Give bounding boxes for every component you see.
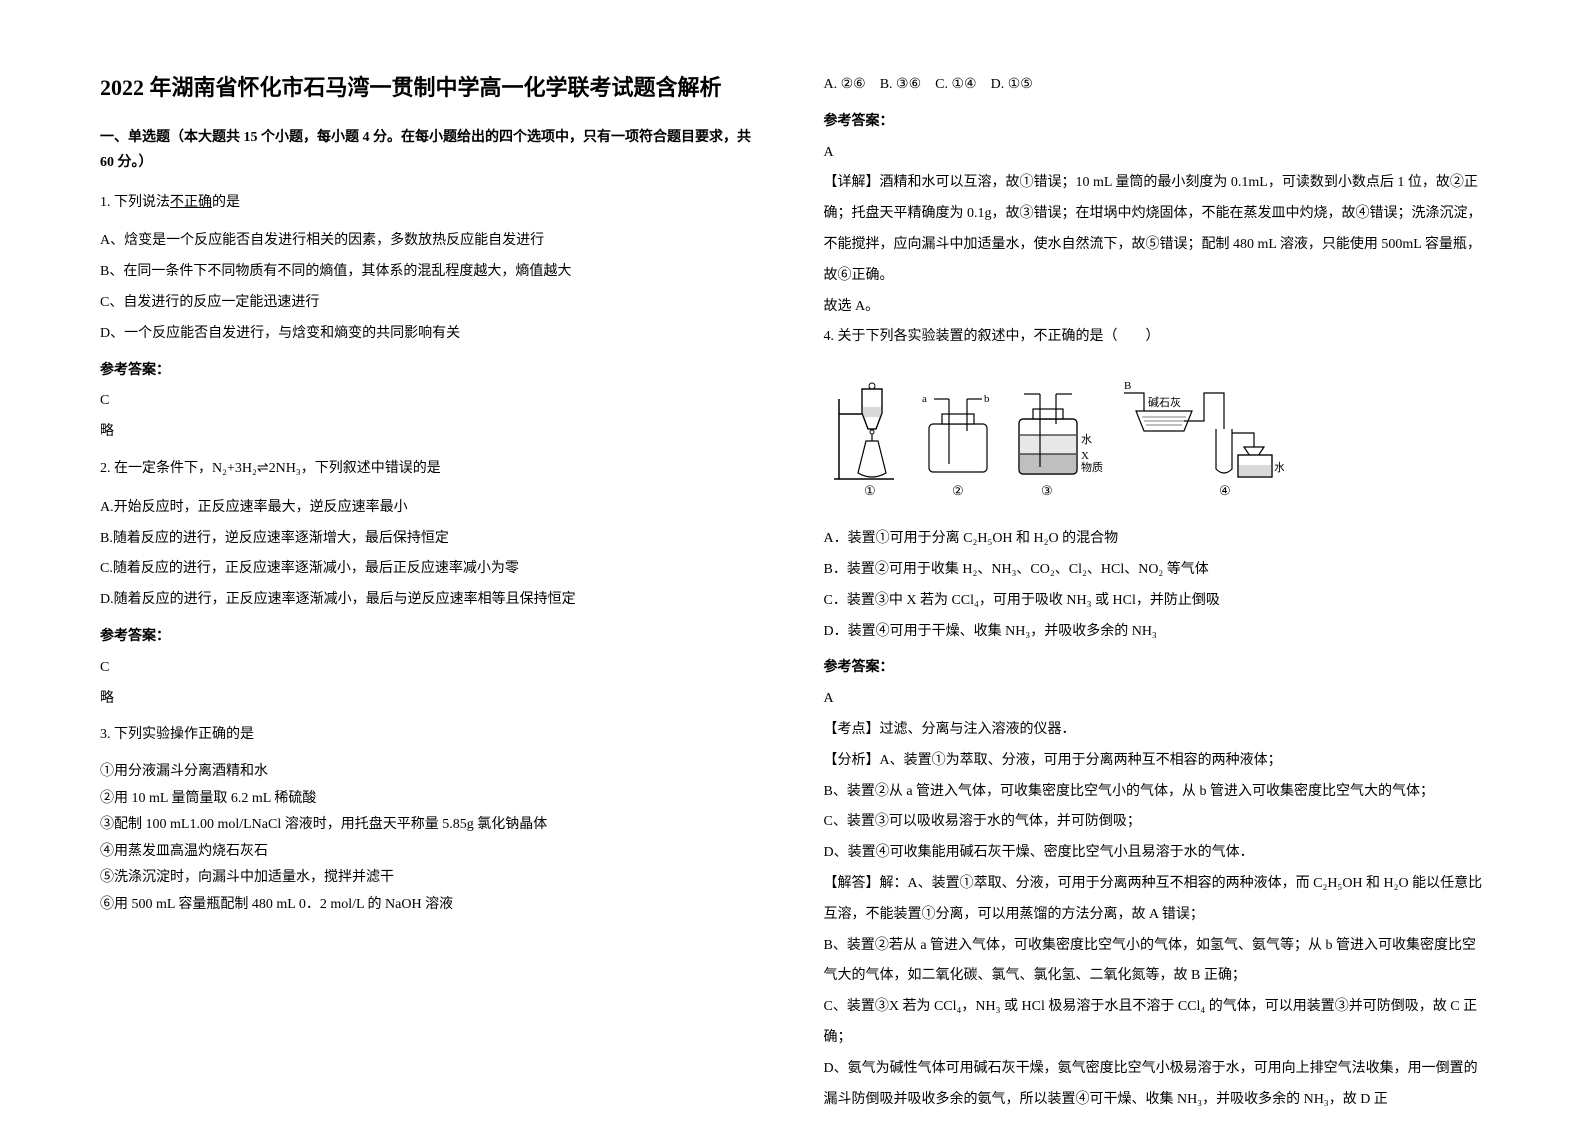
q4-answer-label: 参考答案： — [824, 653, 1488, 684]
q1-option-a: A、焓变是一个反应能否自发进行相关的因素，多数放热反应能自发进行 — [100, 226, 764, 257]
q3-item-1: ①用分液漏斗分离酒精和水 — [100, 759, 764, 786]
q3-answer-label: 参考答案： — [824, 107, 1488, 138]
q2-option-d: D.随着反应的进行，正反应速率逐渐减小，最后与逆反应速率相等且保持恒定 — [100, 585, 764, 616]
q1-option-c: C、自发进行的反应一定能迅速进行 — [100, 288, 764, 319]
left-column: 2022 年湖南省怀化市石马湾一贯制中学高一化学联考试题含解析 一、单选题（本大… — [100, 70, 764, 1092]
q4-kaodian: 【考点】过滤、分离与注入溶液的仪器． — [824, 715, 1488, 746]
q4-answer: A — [824, 684, 1488, 715]
label-b: b — [984, 393, 990, 405]
q4-option-c: C．装置③中 X 若为 CCl₄，可用于吸收 NH₃ 或 HCl，并防止倒吸 — [824, 586, 1488, 617]
label-B: B — [1124, 380, 1131, 392]
apparatus-4: B 碱石灰 水 — [1124, 380, 1284, 498]
q3-stem: 3. 下列实验操作正确的是 — [100, 720, 764, 751]
page-title: 2022 年湖南省怀化市石马湾一贯制中学高一化学联考试题含解析 — [100, 70, 764, 105]
label-num4: ④ — [1219, 483, 1231, 498]
q2-brief: 略 — [100, 684, 764, 715]
q3-answer: A — [824, 138, 1488, 169]
label-num1: ① — [864, 483, 876, 498]
apparatus-2: a b ② — [922, 393, 990, 498]
q2-option-c: C.随着反应的进行，正反应速率逐渐减小，最后正反应速率减小为零 — [100, 554, 764, 585]
q1-underline: 不正确 — [170, 195, 212, 210]
q3-item-2: ②用 10 mL 量筒量取 6.2 mL 稀硫酸 — [100, 786, 764, 813]
q4-diagram: ① a b ② — [824, 369, 1488, 514]
right-column: A. ②⑥ B. ③⑥ C. ①④ D. ①⑤ 参考答案： A 【详解】酒精和水… — [824, 70, 1488, 1092]
q1-stem: 1. 下列说法不正确的是 — [100, 188, 764, 219]
q4-fenxi-c: C、装置③可以吸收易溶于水的气体，并可防倒吸； — [824, 807, 1488, 838]
apparatus-svg: ① a b ② — [824, 369, 1284, 509]
q4-jieda-b: B、装置②若从 a 管进入气体，可收集密度比空气小的气体，如氢气、氨气等；从 b… — [824, 931, 1488, 993]
q4-option-b: B．装置②可用于收集 H₂、NH₃、CO₂、Cl₂、HCl、NO₂ 等气体 — [824, 555, 1488, 586]
q4-stem: 4. 关于下列各实验装置的叙述中，不正确的是（ ） — [824, 322, 1488, 353]
label-num3: ③ — [1041, 483, 1053, 498]
q2-answer: C — [100, 653, 764, 684]
q2-stem: 2. 在一定条件下，N₂+3H₂⇌2NH₃，下列叙述中错误的是 — [100, 454, 764, 485]
q3-detail-2: 故选 A。 — [824, 292, 1488, 323]
label-num2: ② — [952, 483, 964, 498]
section-heading: 一、单选题（本大题共 15 个小题，每小题 4 分。在每小题给出的四个选项中，只… — [100, 125, 764, 175]
q4-jieda-c: C、装置③X 若为 CCl₄，NH₃ 或 HCl 极易溶于水且不溶于 CCl₄ … — [824, 992, 1488, 1054]
q4-fenxi-b: B、装置②从 a 管进入气体，可收集密度比空气小的气体，从 b 管进入可收集密度… — [824, 777, 1488, 808]
label-water-right: 水 — [1274, 461, 1284, 474]
q3-detail-1: 【详解】酒精和水可以互溶，故①错误；10 mL 量筒的最小刻度为 0.1mL，可… — [824, 168, 1488, 291]
q2-option-b: B.随着反应的进行，逆反应速率逐渐增大，最后保持恒定 — [100, 524, 764, 555]
q4-fenxi-d: D、装置④可收集能用碱石灰干燥、密度比空气小且易溶于水的气体． — [824, 838, 1488, 869]
q1-option-b: B、在同一条件下不同物质有不同的熵值，其体系的混乱程度越大，熵值越大 — [100, 257, 764, 288]
q3-choices: A. ②⑥ B. ③⑥ C. ①④ D. ①⑤ — [824, 70, 1488, 101]
label-a: a — [922, 393, 927, 405]
q2-answer-label: 参考答案： — [100, 622, 764, 653]
q3-item-5: ⑤洗涤沉淀时，向漏斗中加适量水，搅拌并滤干 — [100, 865, 764, 892]
q3-item-3: ③配制 100 mL1.00 mol/LNaCl 溶液时，用托盘天平称量 5.8… — [100, 812, 764, 839]
q3-item-6: ⑥用 500 mL 容量瓶配制 480 mL 0．2 mol/L 的 NaOH … — [100, 892, 764, 919]
q4-jieda-a: 【解答】解：A、装置①萃取、分液，可用于分离两种互不相容的两种液体，而 C₂H₅… — [824, 869, 1488, 931]
q2-option-a: A.开始反应时，正反应速率最大，逆反应速率最小 — [100, 493, 764, 524]
q1-answer-label: 参考答案： — [100, 356, 764, 387]
q1-brief: 略 — [100, 417, 764, 448]
q1-answer: C — [100, 386, 764, 417]
q1-option-d: D、一个反应能否自发进行，与焓变和熵变的共同影响有关 — [100, 319, 764, 350]
label-water: 水 — [1081, 433, 1092, 446]
q4-option-d: D．装置④可用于干燥、收集 NH₃，并吸收多余的 NH₃ — [824, 617, 1488, 648]
label-lime: 碱石灰 — [1148, 395, 1181, 409]
q4-fenxi-a: 【分析】A、装置①为萃取、分液，可用于分离两种互不相容的两种液体； — [824, 746, 1488, 777]
q3-item-4: ④用蒸发皿高温灼烧石灰石 — [100, 839, 764, 866]
q4-jieda-d: D、氨气为碱性气体可用碱石灰干燥，氨气密度比空气小极易溶于水，可用向上排空气法收… — [824, 1054, 1488, 1116]
q4-option-a: A．装置①可用于分离 C₂H₅OH 和 H₂O 的混合物 — [824, 524, 1488, 555]
label-substance: 物质 — [1081, 460, 1103, 474]
apparatus-3: 水 X 物质 ③ — [1019, 394, 1103, 498]
apparatus-1: ① — [834, 383, 894, 498]
q3-block: 3. 下列实验操作正确的是 ①用分液漏斗分离酒精和水 ②用 10 mL 量筒量取… — [100, 720, 764, 918]
label-x: X — [1081, 450, 1089, 462]
